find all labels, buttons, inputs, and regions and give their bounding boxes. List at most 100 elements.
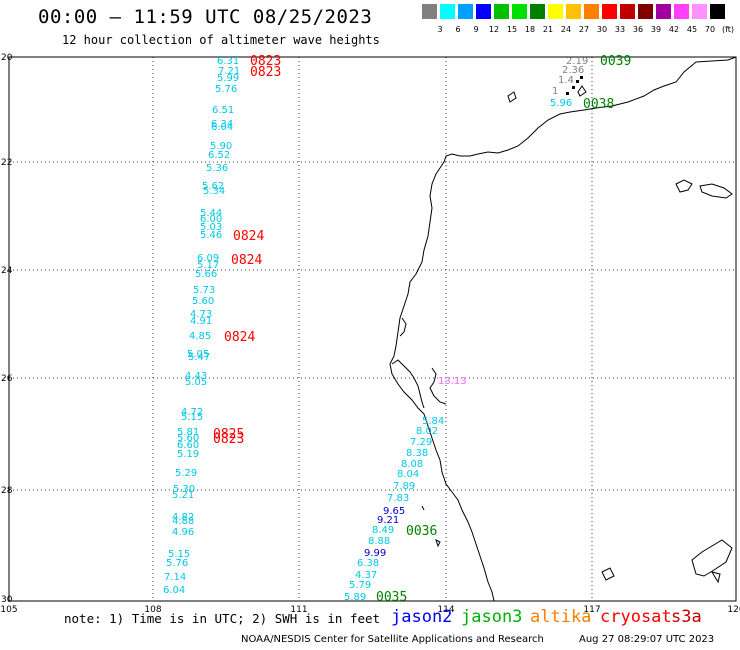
satellite-cryosat: cryosat <box>600 607 672 627</box>
legend-label: 15 <box>506 25 518 34</box>
swh-value: 5.03 <box>200 222 222 233</box>
legend-swatch <box>620 4 635 19</box>
coast-island <box>399 317 407 337</box>
credit-text: NOAA/NESDIS Center for Satellite Applica… <box>241 634 544 645</box>
swh-value: 6.38 <box>357 558 379 569</box>
swh-value: 5.62 <box>202 181 224 192</box>
swh-value: 1 <box>552 86 558 97</box>
swh-value: 5.89 <box>344 592 366 603</box>
swh-value: 13.13 <box>438 376 467 387</box>
footer-note: note: 1) Time is in UTC; 2) SWH is in fe… <box>64 611 381 626</box>
island-reef <box>507 91 517 103</box>
island-se-3 <box>710 571 721 584</box>
legend-label: 27 <box>578 25 590 34</box>
time-label: 0038 <box>583 97 614 112</box>
swh-value: 5.15 <box>168 549 190 560</box>
swh-value: 5.15 <box>181 412 203 423</box>
track-dot <box>566 92 569 95</box>
lon-label: 120 <box>727 605 740 615</box>
swh-value: 6.09 <box>197 253 219 264</box>
legend-swatch <box>638 4 653 19</box>
swh-value: 5.47 <box>188 352 210 363</box>
legend-swatch <box>656 4 671 19</box>
lon-label: 117 <box>583 605 600 615</box>
swh-value: 7.21 <box>218 66 240 77</box>
legend-swatch <box>692 4 707 19</box>
coastline <box>389 56 737 602</box>
time-label: 0824 <box>233 229 264 244</box>
lon-label: 105 <box>0 605 17 615</box>
time-labels: 0823082308240824082408250823003900380036… <box>213 54 631 605</box>
legend-label: 9 <box>473 25 479 34</box>
legend-swatch <box>566 4 581 19</box>
coast-dot <box>435 539 441 548</box>
time-label: 0036 <box>406 524 437 539</box>
time-label: 0035 <box>376 590 407 605</box>
swh-value: 5.76 <box>166 558 188 569</box>
legend-label: 3 <box>437 25 443 34</box>
lat-label: 30 <box>1 595 13 605</box>
swh-value: 6.52 <box>208 150 230 161</box>
time-label: 0825 <box>213 427 244 442</box>
lat-label: 22 <box>1 158 12 168</box>
swh-value: 5.46 <box>200 230 222 241</box>
swh-value: 4.37 <box>355 570 377 581</box>
swh-value: 4.96 <box>172 527 194 538</box>
satellite-s3a: s3a <box>671 607 702 627</box>
legend-label: 33 <box>614 25 626 34</box>
map-frame <box>8 56 737 602</box>
legend-label: 24 <box>560 25 572 34</box>
legend-label: 70 <box>704 25 716 34</box>
satellite-altika: altika <box>530 607 592 627</box>
time-label: 0823 <box>213 432 244 447</box>
time-label: 0039 <box>600 54 631 69</box>
swh-value: 7.89 <box>393 481 415 492</box>
swh-value: 7.29 <box>410 437 432 448</box>
swh-value: 6.34 <box>211 119 233 130</box>
swh-value: 9.21 <box>377 515 399 526</box>
swh-value: 5.05 <box>185 377 207 388</box>
swh-value: 5.79 <box>349 580 371 591</box>
track-dot <box>576 80 579 83</box>
lat-label: 24 <box>1 266 13 276</box>
swh-value: 5.73 <box>193 285 215 296</box>
swh-value: 2.36 <box>562 65 584 76</box>
legend-label: 45 <box>686 25 698 34</box>
time-label: 0823 <box>250 65 281 80</box>
island-se-1 <box>601 567 615 581</box>
swh-value: 4.73 <box>190 309 212 320</box>
legend-unit: (ft) <box>721 25 735 34</box>
swh-value: 1.4 <box>558 75 574 86</box>
legend-swatch <box>548 4 563 19</box>
swh-value: 5.60 <box>177 433 199 444</box>
island-se-2 <box>691 539 733 577</box>
swh-value: 4.88 <box>172 516 194 527</box>
track-dot <box>572 86 575 89</box>
swh-value: 5.30 <box>173 484 195 495</box>
graticule <box>9 57 736 601</box>
satellite-jason2: jason2 <box>391 607 453 627</box>
swh-value: 6.31 <box>217 56 239 67</box>
chart-subtitle: 12 hour collection of altimeter wave hei… <box>62 33 380 47</box>
legend-swatch <box>512 4 527 19</box>
swh-value: 5.34 <box>203 186 225 197</box>
legend-swatch <box>476 4 491 19</box>
legend-swatch <box>584 4 599 19</box>
lon-label: 111 <box>290 605 307 615</box>
swh-value: 7.14 <box>164 572 186 583</box>
swh-value: 6.00 <box>200 214 222 225</box>
legend-label: 36 <box>632 25 644 34</box>
swh-value: 4.72 <box>181 407 203 418</box>
swh-value: 2.19 <box>566 56 588 67</box>
lon-label: 114 <box>437 605 454 615</box>
time-label: 0824 <box>231 253 262 268</box>
swh-value: 6.04 <box>163 585 185 596</box>
swh-value: 5.60 <box>192 296 214 307</box>
legend-label: 6 <box>455 25 461 34</box>
swh-value: 8.04 <box>397 469 419 480</box>
legend-swatch <box>440 4 455 19</box>
lon-label: 108 <box>144 605 161 615</box>
time-label: 0823 <box>250 54 281 69</box>
swh-value: 5.19 <box>177 449 199 460</box>
